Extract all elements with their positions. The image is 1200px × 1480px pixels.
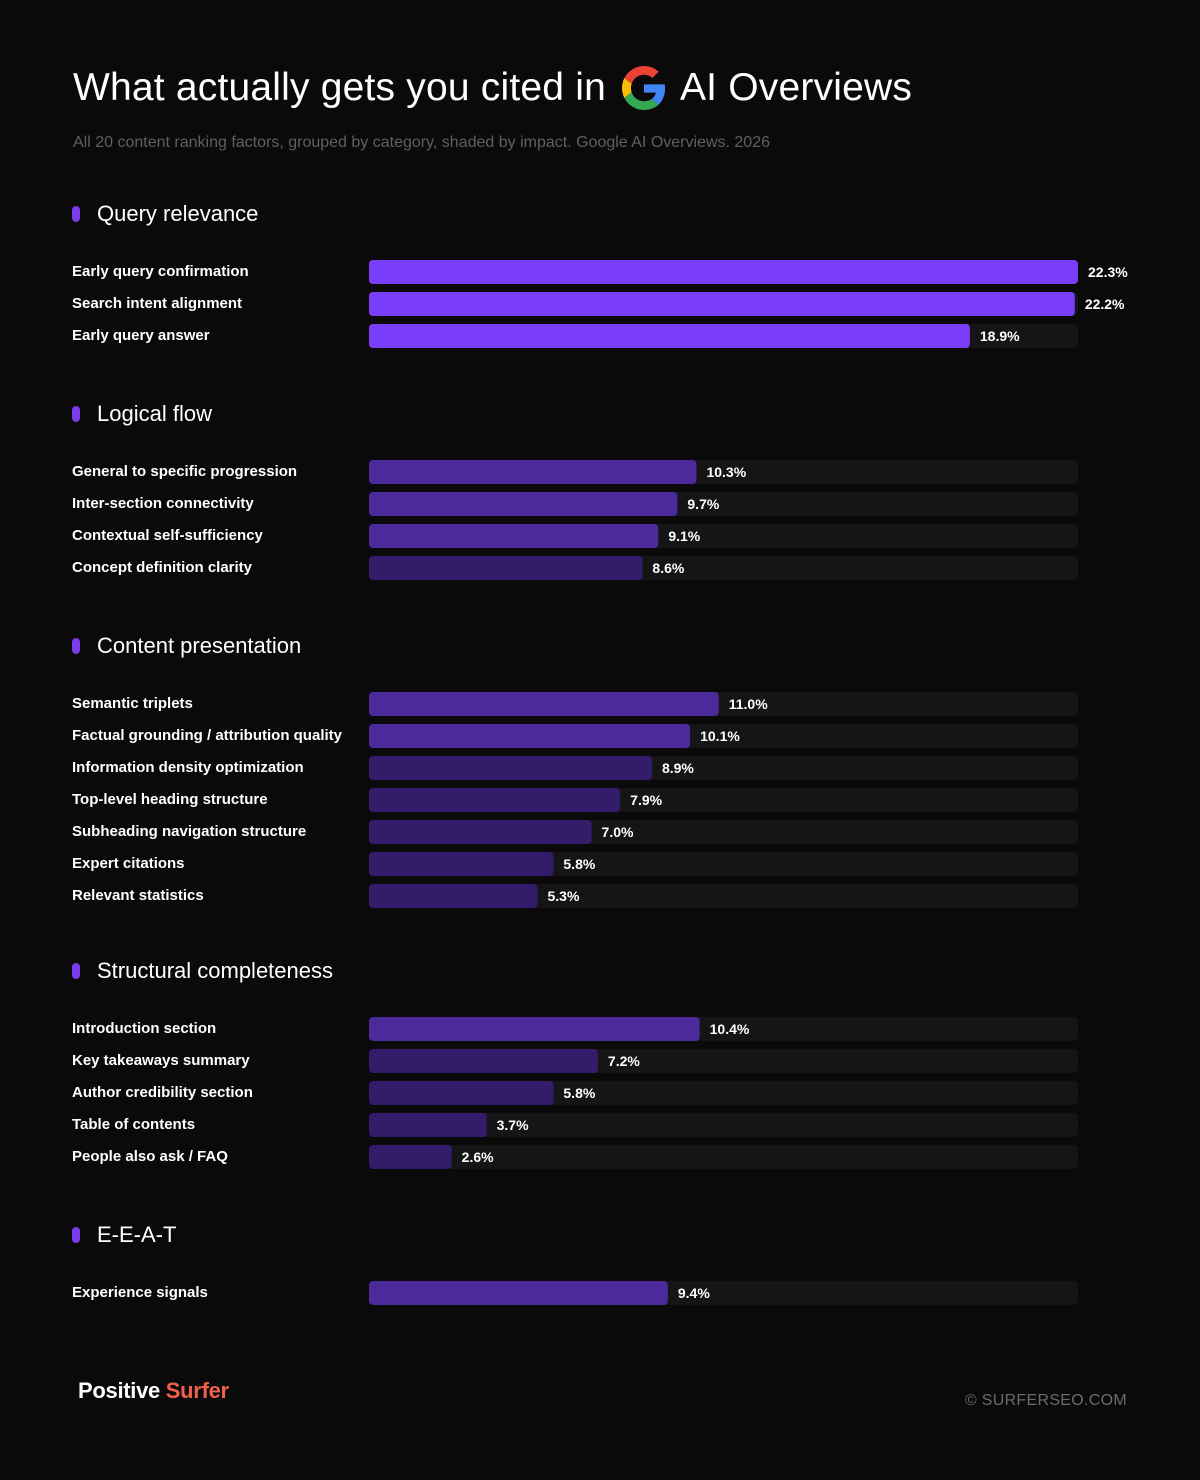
section-marker-icon xyxy=(72,1227,80,1243)
value-label: 7.9% xyxy=(630,792,662,808)
category-label: Factual grounding / attribution quality xyxy=(72,727,342,744)
category-label: Concept definition clarity xyxy=(72,559,253,576)
category-label: Author credibility section xyxy=(72,1084,253,1101)
category-label: Experience signals xyxy=(72,1284,208,1301)
bar-track xyxy=(369,884,1078,908)
value-label: 22.2% xyxy=(1085,296,1125,312)
section-marker-icon xyxy=(72,963,80,979)
category-label: General to specific progression xyxy=(72,463,298,480)
category-label: Contextual self-sufficiency xyxy=(72,527,263,544)
bar-general-to-specific-progression xyxy=(369,460,697,484)
positive-surfer-logo: Positive Surfer xyxy=(78,1378,229,1404)
value-label: 9.1% xyxy=(668,528,700,544)
bar-introduction-section xyxy=(369,1017,700,1041)
category-label: Key takeaways summary xyxy=(72,1052,250,1069)
title-text-after: AI Overviews xyxy=(679,66,913,109)
footer-credit: © SURFERSEO.COM xyxy=(964,1392,1127,1409)
value-label: 5.8% xyxy=(563,1085,595,1101)
section-header-content-presentation: Content presentation xyxy=(72,633,301,659)
value-label: 11.0% xyxy=(729,696,768,712)
category-label: People also ask / FAQ xyxy=(72,1148,228,1165)
category-label: Information density optimization xyxy=(72,759,304,776)
value-label: 10.3% xyxy=(706,464,746,480)
section-title: Structural completeness xyxy=(97,958,333,983)
bar-expert-citations xyxy=(369,852,554,876)
chart-title: What actually gets you cited in AI Overv… xyxy=(73,66,912,110)
google-g-icon xyxy=(621,66,666,110)
bar-early-query-confirmation xyxy=(369,260,1078,284)
category-label: Introduction section xyxy=(72,1020,217,1037)
value-label: 22.3% xyxy=(1088,264,1128,280)
bar-search-intent-alignment xyxy=(369,292,1075,316)
bar-table-of-contents xyxy=(369,1113,487,1137)
bar-key-takeaways-summary xyxy=(369,1049,598,1073)
section-header-e-e-a-t: E-E-A-T xyxy=(72,1222,176,1248)
value-label: 5.3% xyxy=(548,888,580,904)
bar-track xyxy=(369,1113,1078,1137)
bar-top-level-heading-structure xyxy=(369,788,621,812)
value-label: 7.2% xyxy=(608,1053,640,1069)
category-label: Search intent alignment xyxy=(72,295,243,312)
category-label: Inter-section connectivity xyxy=(72,495,254,512)
bar-track xyxy=(369,1145,1078,1169)
category-label: Early query confirmation xyxy=(72,263,249,280)
value-label: 10.1% xyxy=(700,728,740,744)
category-label: Early query answer xyxy=(72,327,210,344)
bar-inter-section-connectivity xyxy=(369,492,678,516)
chart-subtitle: All 20 content ranking factors, grouped … xyxy=(73,134,770,151)
bar-concept-definition-clarity xyxy=(369,556,643,580)
value-label: 10.4% xyxy=(710,1021,750,1037)
bar-semantic-triplets xyxy=(369,692,719,716)
value-label: 2.6% xyxy=(462,1149,494,1165)
value-label: 3.7% xyxy=(497,1117,529,1133)
section-marker-icon xyxy=(72,638,80,654)
section-marker-icon xyxy=(72,206,80,222)
value-label: 8.6% xyxy=(652,560,684,576)
value-label: 7.0% xyxy=(602,824,634,840)
value-label: 5.8% xyxy=(563,856,595,872)
category-label: Relevant statistics xyxy=(72,887,204,904)
bar-contextual-self-sufficiency xyxy=(369,524,659,548)
category-label: Expert citations xyxy=(72,855,185,872)
section-title: E-E-A-T xyxy=(97,1222,177,1247)
category-label: Table of contents xyxy=(72,1116,196,1133)
section-header-structural-completeness: Structural completeness xyxy=(72,958,333,984)
section-title: Content presentation xyxy=(97,633,302,658)
value-label: 8.9% xyxy=(662,760,694,776)
section-header-query-relevance: Query relevance xyxy=(72,201,258,227)
category-label: Subheading navigation structure xyxy=(72,823,307,840)
bar-relevant-statistics xyxy=(369,884,538,908)
bar-early-query-answer xyxy=(369,324,970,348)
section-title: Query relevance xyxy=(97,201,259,226)
bar-experience-signals xyxy=(369,1281,668,1305)
category-label: Semantic triplets xyxy=(72,695,193,712)
section-marker-icon xyxy=(72,406,80,422)
value-label: 18.9% xyxy=(980,328,1020,344)
bar-factual-grounding-attribution-quality xyxy=(369,724,691,748)
bar-subheading-navigation-structure xyxy=(369,820,592,844)
bar-author-credibility-section xyxy=(369,1081,554,1105)
value-label: 9.4% xyxy=(678,1285,710,1301)
title-text-before: What actually gets you cited in xyxy=(73,66,606,109)
category-label: Top-level heading structure xyxy=(72,791,268,808)
section-title: Logical flow xyxy=(97,401,212,426)
value-label: 9.7% xyxy=(687,496,719,512)
bar-people-also-ask-faq xyxy=(369,1145,452,1169)
section-header-logical-flow: Logical flow xyxy=(72,401,212,427)
brand-part-2: Surfer xyxy=(165,1378,229,1403)
brand-part-1: Positive xyxy=(78,1378,160,1403)
bar-information-density-optimization xyxy=(369,756,652,780)
